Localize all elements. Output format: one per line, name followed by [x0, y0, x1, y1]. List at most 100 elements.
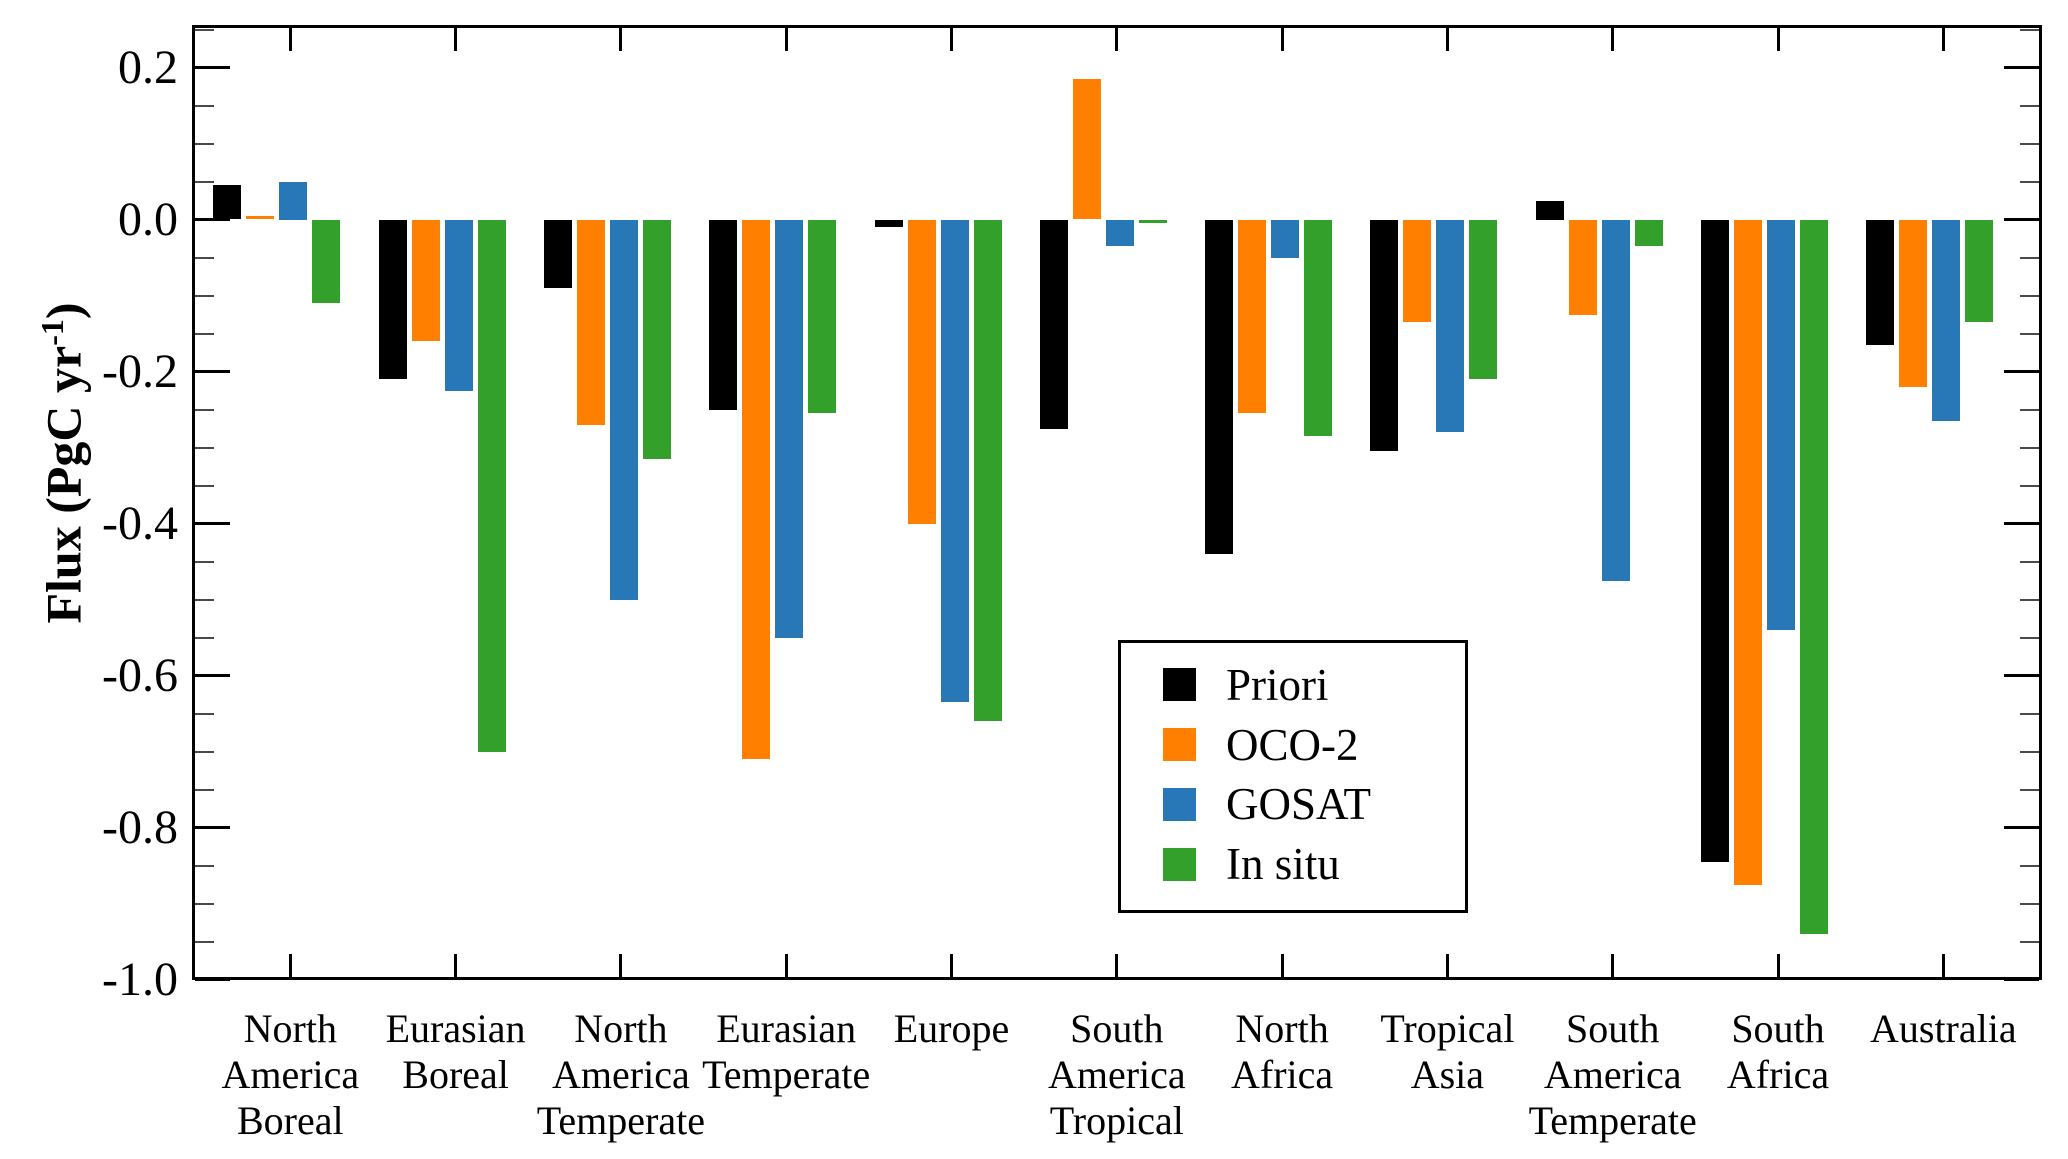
y-major-tick-left	[195, 370, 230, 373]
x-category-label-line: Europe	[893, 1006, 1010, 1051]
x-category-label-line: Temperate	[1528, 1098, 1697, 1143]
x-category-label: Tropical Asia	[1332, 1006, 1562, 1098]
y-tick-label: 0.2	[118, 40, 178, 94]
x-category-label-line: America	[221, 1052, 360, 1097]
x-category-label-line: South	[1566, 1006, 1660, 1051]
bar-priori	[1535, 200, 1564, 220]
bar-gosat	[1105, 219, 1134, 247]
y-minor-tick-right	[2020, 484, 2039, 487]
y-minor-tick-right	[2020, 750, 2039, 753]
x-category-label-line: Temperate	[702, 1052, 871, 1097]
y-minor-tick-right	[2020, 560, 2039, 563]
bar-oco-2	[1238, 219, 1267, 414]
x-category-label: South America Temperate	[1498, 1006, 1728, 1144]
y-minor-tick-left	[195, 256, 214, 259]
y-minor-tick-left	[195, 750, 214, 753]
x-category-label-line: South	[1731, 1006, 1825, 1051]
legend-entry: GOSAT	[1163, 780, 1465, 828]
y-major-tick-left	[195, 674, 230, 677]
y-major-tick-right	[2004, 522, 2039, 525]
bar-gosat	[1932, 219, 1961, 421]
bar-in-situ	[1965, 219, 1994, 323]
bar-gosat	[940, 219, 969, 703]
y-minor-tick-left	[195, 560, 214, 563]
bar-gosat	[609, 219, 638, 600]
x-major-tick-bottom	[950, 954, 953, 977]
y-major-tick-right	[2004, 370, 2039, 373]
y-minor-tick-left	[195, 788, 214, 791]
legend-swatch-priori	[1163, 668, 1196, 702]
x-category-label: Europe	[837, 1006, 1067, 1052]
x-major-tick-bottom	[1115, 954, 1119, 977]
x-major-tick-bottom	[1280, 954, 1284, 977]
y-minor-tick-right	[2020, 712, 2039, 715]
y-tick-label: -0.4	[102, 496, 178, 550]
y-minor-tick-right	[2020, 104, 2039, 107]
y-minor-tick-left	[195, 446, 214, 449]
y-major-tick-left	[195, 978, 230, 981]
bar-oco-2	[1072, 78, 1101, 220]
x-major-tick-top	[288, 28, 292, 51]
y-minor-tick-right	[2020, 636, 2039, 639]
y-tick-label: 0.0	[118, 192, 178, 246]
x-major-tick-top	[1611, 28, 1615, 51]
x-category-label: Australia	[1828, 1006, 2058, 1052]
x-category-label-line: Asia	[1410, 1052, 1485, 1097]
x-category-label-line: Australia	[1869, 1006, 2017, 1051]
x-category-label-line: North	[243, 1006, 337, 1051]
legend-swatch-in-situ	[1163, 847, 1196, 881]
bar-in-situ	[477, 219, 506, 752]
legend-swatch-gosat	[1163, 787, 1196, 821]
bar-gosat	[1271, 219, 1300, 258]
y-minor-tick-left	[195, 940, 214, 943]
x-major-tick-top	[1941, 28, 1945, 51]
y-tick-label: -1.0	[102, 952, 178, 1006]
bar-oco-2	[1403, 219, 1432, 323]
x-category-label-line: Tropical	[1049, 1098, 1184, 1143]
bar-oco-2	[1568, 219, 1597, 315]
x-category-label: South America Tropical	[1002, 1006, 1232, 1144]
y-minor-tick-left	[195, 294, 214, 297]
bar-in-situ	[1138, 219, 1167, 224]
bar-in-situ	[312, 219, 341, 304]
y-minor-tick-left	[195, 180, 214, 183]
x-category-label-line: Eurasian	[716, 1006, 857, 1051]
x-category-label: Eurasian Boreal	[341, 1006, 571, 1098]
x-category-label-line: Boreal	[402, 1052, 509, 1097]
x-major-tick-bottom	[1941, 954, 1945, 977]
y-major-tick-left	[195, 522, 230, 525]
bar-oco-2	[1899, 219, 1928, 387]
x-major-tick-bottom	[784, 954, 788, 977]
y-minor-tick-right	[2020, 142, 2039, 145]
y-minor-tick-right	[2020, 864, 2039, 867]
plot-area	[192, 25, 2042, 981]
y-minor-tick-right	[2020, 902, 2039, 905]
x-major-tick-top	[950, 28, 953, 51]
x-category-label-line: Tropical	[1380, 1006, 1515, 1051]
bar-gosat	[1436, 219, 1465, 433]
legend-label: OCO-2	[1226, 719, 1359, 770]
y-minor-tick-left	[195, 332, 214, 335]
bar-oco-2	[742, 219, 771, 760]
x-major-tick-top	[454, 28, 458, 51]
legend-entry: In situ	[1163, 840, 1465, 888]
x-category-label-line: Africa	[1231, 1052, 1334, 1097]
y-minor-tick-left	[195, 864, 214, 867]
y-major-tick-left	[195, 826, 230, 829]
y-major-tick-right	[2004, 978, 2039, 981]
bar-oco-2	[246, 215, 275, 220]
legend-swatch-oco-2	[1163, 728, 1196, 762]
y-minor-tick-right	[2020, 256, 2039, 259]
bar-priori	[543, 219, 572, 288]
x-category-label-line: Eurasian	[385, 1006, 526, 1051]
x-category-label-line: America	[552, 1052, 690, 1097]
x-category-label-line: South	[1070, 1006, 1164, 1051]
bar-oco-2	[1734, 219, 1762, 885]
y-tick-label: -0.2	[102, 344, 178, 398]
bar-gosat	[1767, 219, 1795, 630]
x-category-label-line: Boreal	[236, 1098, 344, 1143]
x-major-tick-bottom	[288, 954, 292, 977]
y-minor-tick-left	[195, 636, 214, 639]
x-major-tick-top	[1280, 28, 1284, 51]
y-major-tick-right	[2004, 674, 2039, 677]
